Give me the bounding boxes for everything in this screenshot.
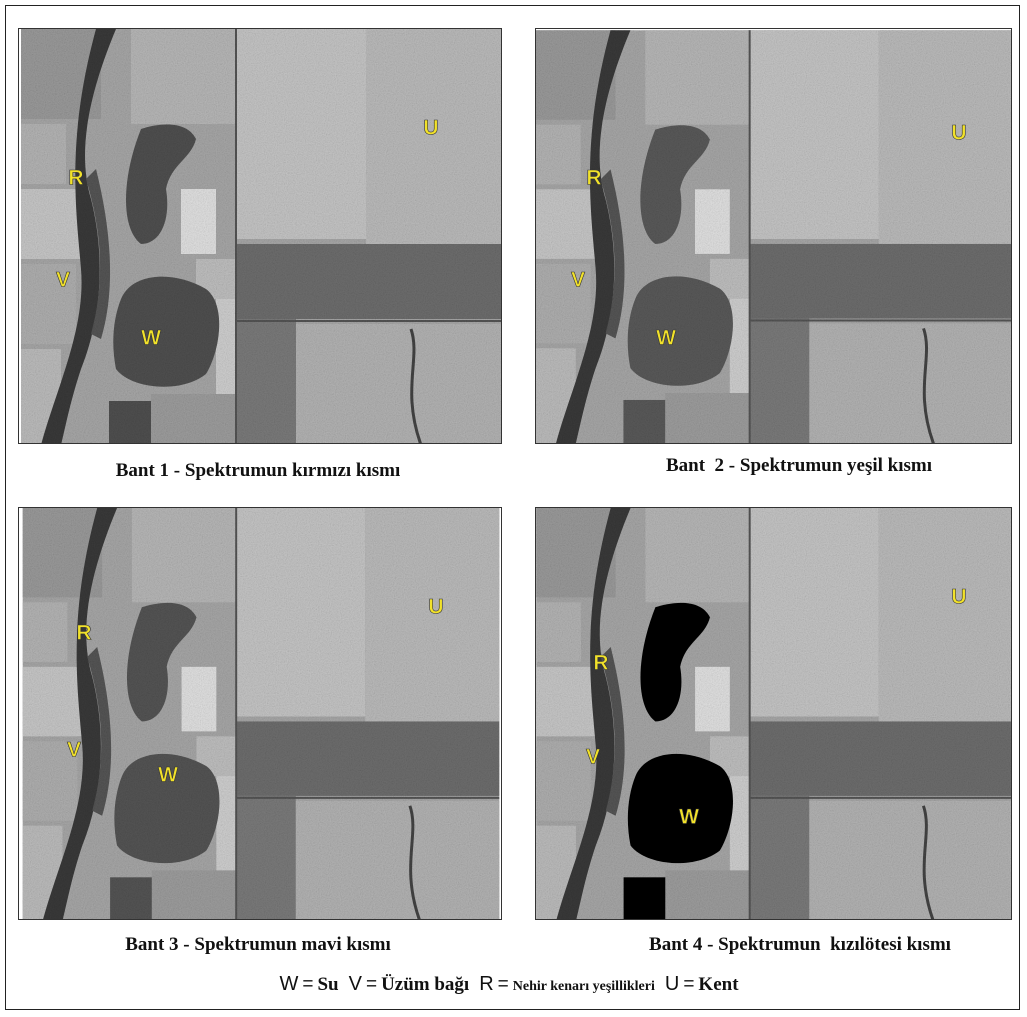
map-label: R — [586, 167, 601, 190]
band-image: R V W U — [18, 28, 502, 444]
band-image: R V W U — [535, 507, 1012, 920]
map-label: V — [586, 746, 600, 769]
band-image: R V W U — [535, 28, 1012, 444]
legend-sep: = — [498, 974, 509, 995]
legend-sep: = — [366, 974, 377, 995]
legend-key: U — [665, 973, 679, 995]
map-label: R — [593, 652, 608, 675]
map-label: V — [56, 269, 70, 292]
legend-key: R — [479, 973, 493, 995]
caption: Bant 3 - Spektrumun mavi kısmı — [125, 934, 391, 956]
map-label: R — [76, 622, 91, 645]
legend-sep: = — [302, 974, 313, 995]
legend-meaning: Su — [317, 974, 338, 995]
figure: R V W U R V W U R V W U R V W U Bant 1 - Spektrumun … — [0, 0, 1027, 1017]
legend-sep: = — [683, 974, 694, 995]
legend-meaning: Üzüm bağı — [381, 974, 469, 995]
legend-meaning: Nehir kenarı yeşillikleri — [513, 979, 655, 994]
caption: Bant 2 - Spektrumun yeşil kısmı — [666, 455, 932, 477]
map-label: R — [68, 167, 83, 190]
band-image: R V W U — [18, 507, 502, 920]
legend-meaning: Kent — [698, 974, 738, 995]
legend-key: W — [279, 973, 298, 995]
map-label: U — [951, 586, 966, 609]
map-label: W — [656, 327, 676, 350]
caption: Bant 4 - Spektrumun kızılötesi kısmı — [649, 934, 951, 956]
map-label: U — [951, 122, 966, 145]
map-label: W — [679, 806, 699, 829]
map-label: W — [141, 327, 161, 350]
map-label: U — [428, 596, 443, 619]
map-label: W — [158, 764, 178, 787]
map-label: V — [571, 269, 585, 292]
map-label: U — [423, 117, 438, 140]
map-label: V — [67, 739, 81, 762]
legend-key: V — [349, 973, 362, 995]
caption: Bant 1 - Spektrumun kırmızı kısmı — [116, 460, 401, 482]
